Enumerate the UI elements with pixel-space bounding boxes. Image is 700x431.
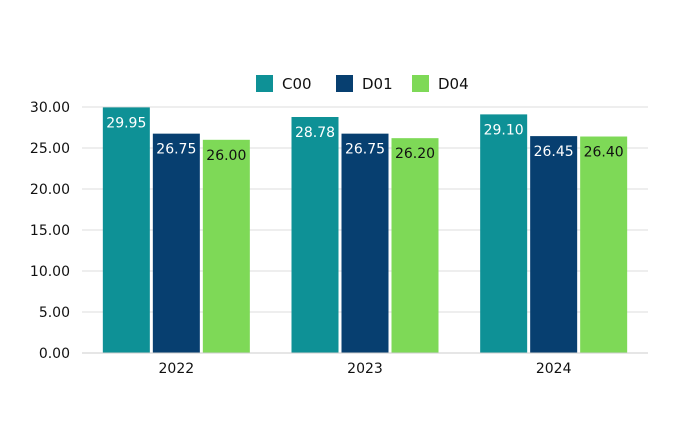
bar-c00-2024 — [480, 114, 528, 353]
x-tick-label: 2024 — [536, 361, 572, 377]
legend-label: D04 — [438, 75, 469, 93]
data-label: 26.00 — [206, 148, 246, 164]
bar-c00-2022 — [102, 107, 150, 353]
y-axis: 0.00 5.00 10.00 15.00 20.00 25.00 30.00 — [30, 100, 70, 362]
y-tick-label: 20.00 — [30, 182, 70, 198]
x-tick-label: 2023 — [347, 361, 383, 377]
data-label: 26.75 — [345, 142, 385, 158]
legend-swatch-d01 — [336, 75, 353, 92]
data-label: 26.20 — [395, 146, 435, 162]
legend-label: D01 — [362, 75, 393, 93]
y-tick-label: 30.00 — [30, 100, 70, 116]
bar-d04-2023 — [391, 138, 439, 353]
y-tick-label: 10.00 — [30, 264, 70, 280]
legend-label: C00 — [282, 75, 312, 93]
data-label: 29.10 — [484, 122, 524, 138]
bar-d01-2022 — [152, 133, 200, 353]
y-tick-label: 5.00 — [39, 305, 70, 321]
x-tick-label: 2022 — [159, 361, 195, 377]
data-label: 26.40 — [584, 145, 624, 161]
y-tick-label: 0.00 — [39, 346, 70, 362]
bar-d01-2023 — [341, 133, 389, 353]
data-label: 28.78 — [295, 125, 335, 141]
bar-c00-2023 — [291, 117, 339, 353]
bars: 29.95 26.75 26.00 28.78 26.75 26.20 29.10 26.45… — [102, 107, 628, 353]
y-tick-label: 15.00 — [30, 223, 70, 239]
y-tick-label: 25.00 — [30, 141, 70, 157]
legend-swatch-c00 — [256, 75, 273, 92]
bar-d04-2022 — [202, 139, 250, 353]
x-axis: 2022 2023 2024 — [82, 352, 648, 377]
data-label: 26.75 — [156, 142, 196, 158]
data-label: 26.45 — [534, 144, 574, 160]
legend-swatch-d04 — [412, 75, 429, 92]
bar-d01-2024 — [530, 136, 578, 353]
data-label: 29.95 — [106, 115, 146, 131]
legend: C00 D01 D04 — [256, 75, 469, 93]
bar-d04-2024 — [580, 136, 628, 353]
